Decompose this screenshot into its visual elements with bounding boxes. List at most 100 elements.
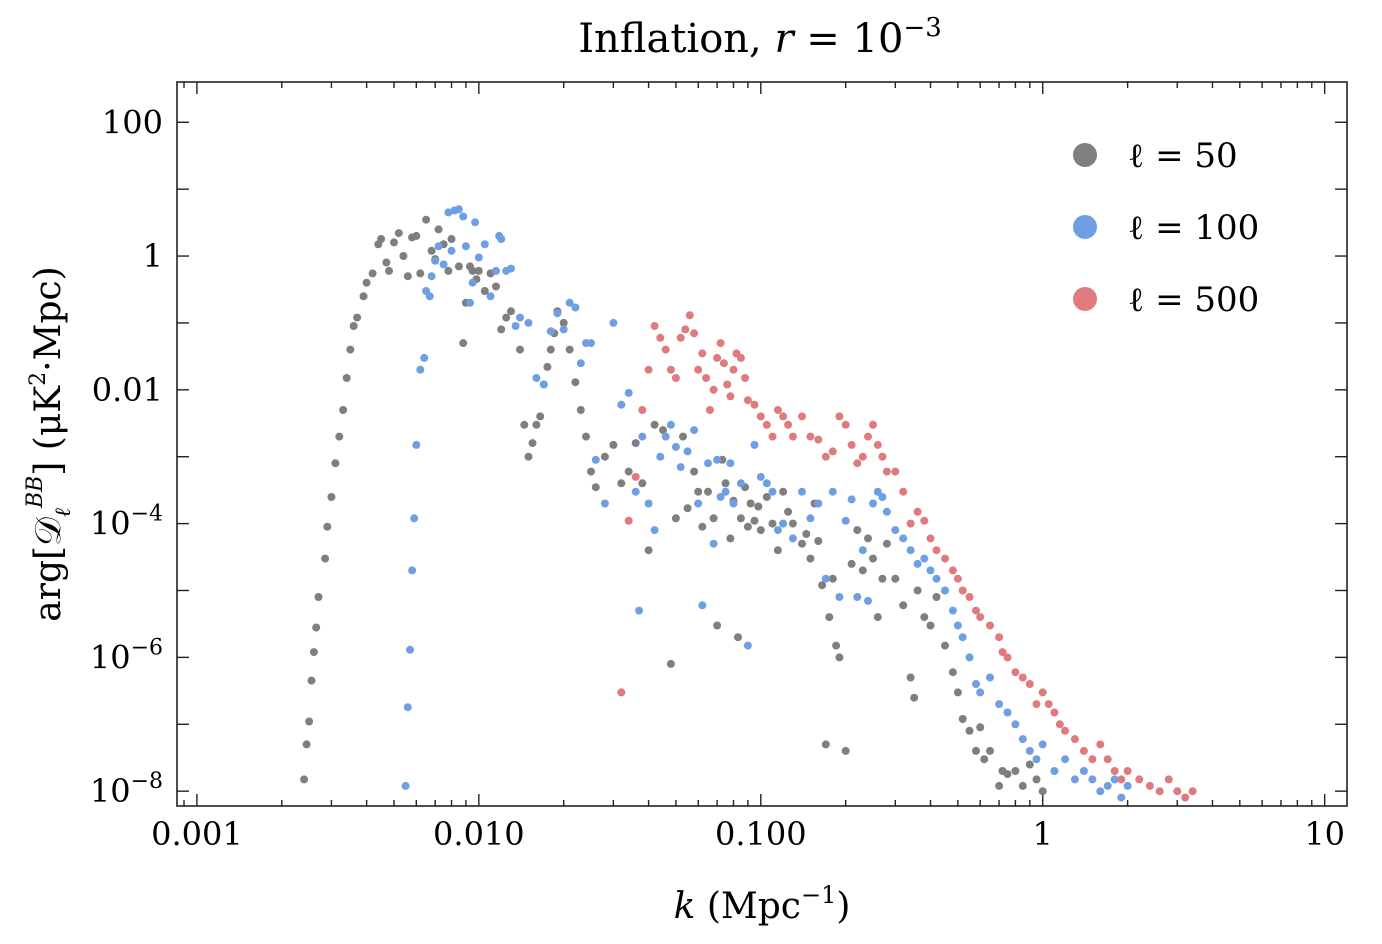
data-point [798, 412, 806, 421]
data-point [507, 264, 515, 273]
data-point [948, 668, 957, 677]
data-point [806, 432, 815, 441]
data-point [425, 292, 434, 301]
data-point [312, 623, 321, 632]
data-point [576, 359, 585, 368]
data-point [891, 574, 900, 583]
data-point [497, 235, 506, 243]
data-point [683, 504, 692, 513]
data-point [932, 593, 941, 601]
data-point [818, 581, 827, 590]
data-point [516, 313, 524, 322]
data-point [853, 526, 862, 535]
data-point [536, 412, 545, 421]
data-point [1070, 735, 1079, 744]
data-point [410, 514, 419, 523]
data-point [729, 499, 738, 508]
data-point [416, 269, 425, 278]
data-point [492, 282, 500, 291]
series-2 [617, 311, 1197, 802]
data-point [698, 522, 707, 531]
data-point [631, 472, 640, 481]
data-point [1025, 760, 1034, 769]
data-point [434, 242, 443, 251]
data-point [1188, 787, 1197, 796]
data-point [1145, 781, 1154, 790]
data-point [743, 396, 752, 405]
data-point [1018, 781, 1027, 790]
data-point [825, 613, 834, 622]
data-point [1018, 735, 1027, 744]
data-point [835, 412, 844, 421]
legend: ℓ = 50 ℓ = 100 ℓ = 500 [1073, 136, 1259, 320]
data-point [736, 353, 745, 362]
data-point [806, 554, 815, 563]
data-point [972, 606, 980, 615]
data-point [302, 740, 311, 749]
data-point [624, 467, 633, 476]
data-point [650, 322, 659, 330]
data-point [690, 467, 699, 476]
data-point [694, 487, 703, 496]
data-point [353, 313, 362, 322]
data-point [539, 380, 548, 389]
data-point [864, 432, 872, 441]
data-point [835, 593, 844, 601]
data-point [394, 229, 403, 238]
data-point [624, 388, 633, 397]
data-point [1032, 775, 1041, 784]
data-point [913, 586, 922, 595]
data-point [624, 516, 633, 525]
data-point [638, 432, 647, 441]
data-point [681, 325, 690, 334]
data-point [1117, 775, 1126, 784]
data-point [814, 499, 823, 508]
data-point [412, 440, 421, 449]
data-point [1061, 755, 1070, 764]
data-point [913, 559, 922, 568]
data-point [480, 240, 489, 249]
data-point [412, 231, 421, 240]
legend-label: ℓ = 100 [1128, 208, 1259, 248]
data-point [1088, 755, 1097, 764]
data-point [676, 333, 685, 342]
data-point [814, 537, 823, 545]
data-point [1123, 781, 1132, 790]
data-point [532, 374, 541, 382]
data-point [559, 325, 568, 334]
data-point [1123, 767, 1132, 775]
data-point [750, 440, 759, 449]
data-point [434, 225, 443, 234]
data-point [756, 412, 765, 421]
data-point [694, 499, 703, 508]
data-point [828, 574, 837, 583]
data-point [459, 339, 468, 348]
data-point [869, 554, 877, 563]
data-point [756, 526, 765, 535]
data-point [1044, 700, 1053, 709]
data-point [683, 447, 692, 456]
data-point [368, 269, 377, 278]
data-point [713, 621, 722, 630]
data-point [420, 353, 429, 362]
data-point [773, 406, 782, 414]
data-point [713, 353, 722, 362]
data-point [802, 530, 811, 538]
data-point [726, 459, 735, 468]
data-point [524, 452, 533, 461]
data-point [659, 426, 667, 435]
legend-label: ℓ = 50 [1128, 136, 1238, 176]
data-point [814, 435, 823, 444]
y-axis-label: arg[𝒟ℓBB] (μK2·Mpc) [23, 266, 76, 621]
data-point [439, 260, 448, 269]
data-point [972, 680, 980, 688]
plot-frame [176, 81, 1348, 807]
data-points [300, 205, 1197, 802]
data-point [709, 514, 718, 523]
x-tick-label: 0.100 [715, 815, 807, 853]
data-point [1038, 787, 1047, 796]
data-point [926, 621, 935, 630]
data-point [661, 432, 670, 441]
data-point [644, 365, 653, 374]
data-point [474, 253, 483, 262]
